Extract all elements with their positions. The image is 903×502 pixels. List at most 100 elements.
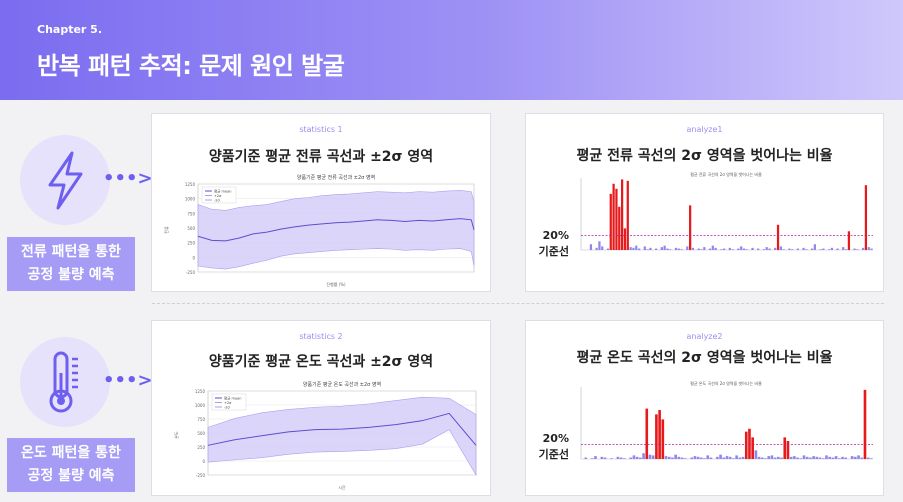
chapter-header: Chapter 5. 반복 패턴 추적: 문제 원인 발굴 <box>0 0 903 100</box>
temperature-pattern-label: 온도 패턴을 통한 공정 불량 예측 <box>7 438 135 492</box>
y-tick-label: 250 <box>197 445 205 450</box>
y-tick-label: 750 <box>197 417 205 422</box>
bar <box>669 249 672 250</box>
bar <box>626 180 629 250</box>
bar <box>796 248 799 250</box>
bar <box>768 248 771 250</box>
statistics-2-card: statistics 2 양품기준 평균 온도 곡선과 ±2σ 영역 -250 0… <box>151 320 491 496</box>
bar <box>677 456 681 459</box>
bar <box>856 249 859 250</box>
bar <box>788 248 791 250</box>
label-line-2: 공정 불량 예측 <box>27 267 115 283</box>
bar <box>810 248 814 250</box>
current-exceed-bar-chart: 평균 전류 곡선의 2σ 영역을 벗어나는 비율 <box>580 172 873 251</box>
bar <box>683 458 687 459</box>
bar <box>719 454 722 459</box>
bar <box>870 458 873 459</box>
bar <box>757 248 760 250</box>
bar <box>779 246 782 250</box>
legend-label: +2σ <box>214 194 222 198</box>
bar <box>620 179 624 250</box>
bar <box>863 389 867 459</box>
bar <box>802 455 806 459</box>
bar <box>742 248 746 250</box>
statistics-1-card: statistics 1 양품기준 평균 전류 곡선과 ±2σ 영역 -250 0… <box>151 113 491 292</box>
y-tick-label: 1250 <box>195 389 206 394</box>
bar <box>802 247 805 250</box>
y-tick-label: 750 <box>187 211 195 216</box>
bar <box>635 456 639 459</box>
bar <box>836 248 839 250</box>
y-tick-label: 0 <box>192 255 195 260</box>
bar <box>773 457 777 459</box>
bar <box>590 458 594 459</box>
y-tick-label: 1000 <box>185 197 196 202</box>
bar <box>632 247 635 250</box>
chart-subtitle: 평균 전류 곡선의 2σ 영역을 벗어나는 비율 <box>690 172 762 177</box>
bar <box>601 246 604 250</box>
legend-label: 평균 mean <box>214 189 231 194</box>
chapter-label: Chapter 5. <box>37 23 103 36</box>
bar <box>700 249 703 250</box>
bar <box>666 248 669 250</box>
bar <box>725 456 729 459</box>
bar <box>709 457 713 459</box>
bar <box>603 457 607 459</box>
bar <box>643 246 646 250</box>
bar <box>655 248 658 250</box>
x-axis-label: 시간 <box>338 484 346 490</box>
threshold-label: 20% <box>542 432 569 445</box>
bar <box>825 455 828 459</box>
y-tick-label: -250 <box>196 473 206 478</box>
temperature-band-chart: -250 0 250 500 750 1000 1250 양품기준 평균 온도 곡선과 ±2σ… <box>174 381 477 490</box>
bar <box>680 249 683 250</box>
bar <box>822 248 825 250</box>
bar <box>618 206 621 250</box>
bar <box>741 456 745 459</box>
bar <box>735 455 738 459</box>
bar <box>844 249 848 250</box>
bar <box>674 247 678 250</box>
bar <box>809 457 812 459</box>
bar <box>870 248 873 250</box>
bar <box>651 455 655 459</box>
card-tag: statistics 2 <box>299 332 343 341</box>
bar <box>658 410 661 459</box>
bar <box>623 458 626 459</box>
y-tick-label: 500 <box>187 226 195 231</box>
threshold-mark-2: 20% 기준선 <box>525 431 569 463</box>
bar <box>844 457 848 459</box>
threshold-mark-1: 20% 기준선 <box>525 228 569 260</box>
bar <box>648 454 652 459</box>
bar <box>671 457 674 459</box>
current-band-chart: -250 0 250 500 750 1000 1250 양품기준 평균 전류 곡선과 ±2σ… <box>163 174 475 287</box>
y-tick-label: 1250 <box>185 182 196 187</box>
card-tag: statistics 1 <box>299 125 343 134</box>
bar <box>722 457 726 459</box>
temperature-exceed-bar-chart: 평균 온도 곡선의 2σ 영역을 벗어나는 비율 <box>580 381 873 460</box>
legend-label: +2σ <box>224 401 232 405</box>
bar <box>751 437 754 459</box>
bar <box>661 419 665 459</box>
bar <box>716 456 719 459</box>
x-axis-label: 진행률 (%) <box>326 281 346 287</box>
bar <box>780 457 783 459</box>
bar <box>757 456 761 459</box>
chart-subtitle: 양품기준 평균 온도 곡선과 ±2σ 영역 <box>303 381 381 388</box>
bar <box>655 414 658 459</box>
card-title: 평균 전류 곡선의 2σ 영역을 벗어나는 비율 <box>576 148 833 164</box>
bar <box>606 248 610 250</box>
thermometer-icon <box>49 351 78 413</box>
bar <box>584 457 588 459</box>
bar <box>677 248 680 250</box>
bar <box>737 248 740 250</box>
bar <box>589 244 593 250</box>
legend-label: -2σ <box>224 406 230 410</box>
bar <box>799 458 803 459</box>
bar <box>827 249 831 250</box>
bar <box>623 228 627 250</box>
y-tick-label: 0 <box>202 459 205 464</box>
current-pattern-label: 전류 패턴을 통한 공정 불량 예측 <box>7 237 135 291</box>
bar <box>796 457 799 459</box>
bar <box>619 457 623 459</box>
